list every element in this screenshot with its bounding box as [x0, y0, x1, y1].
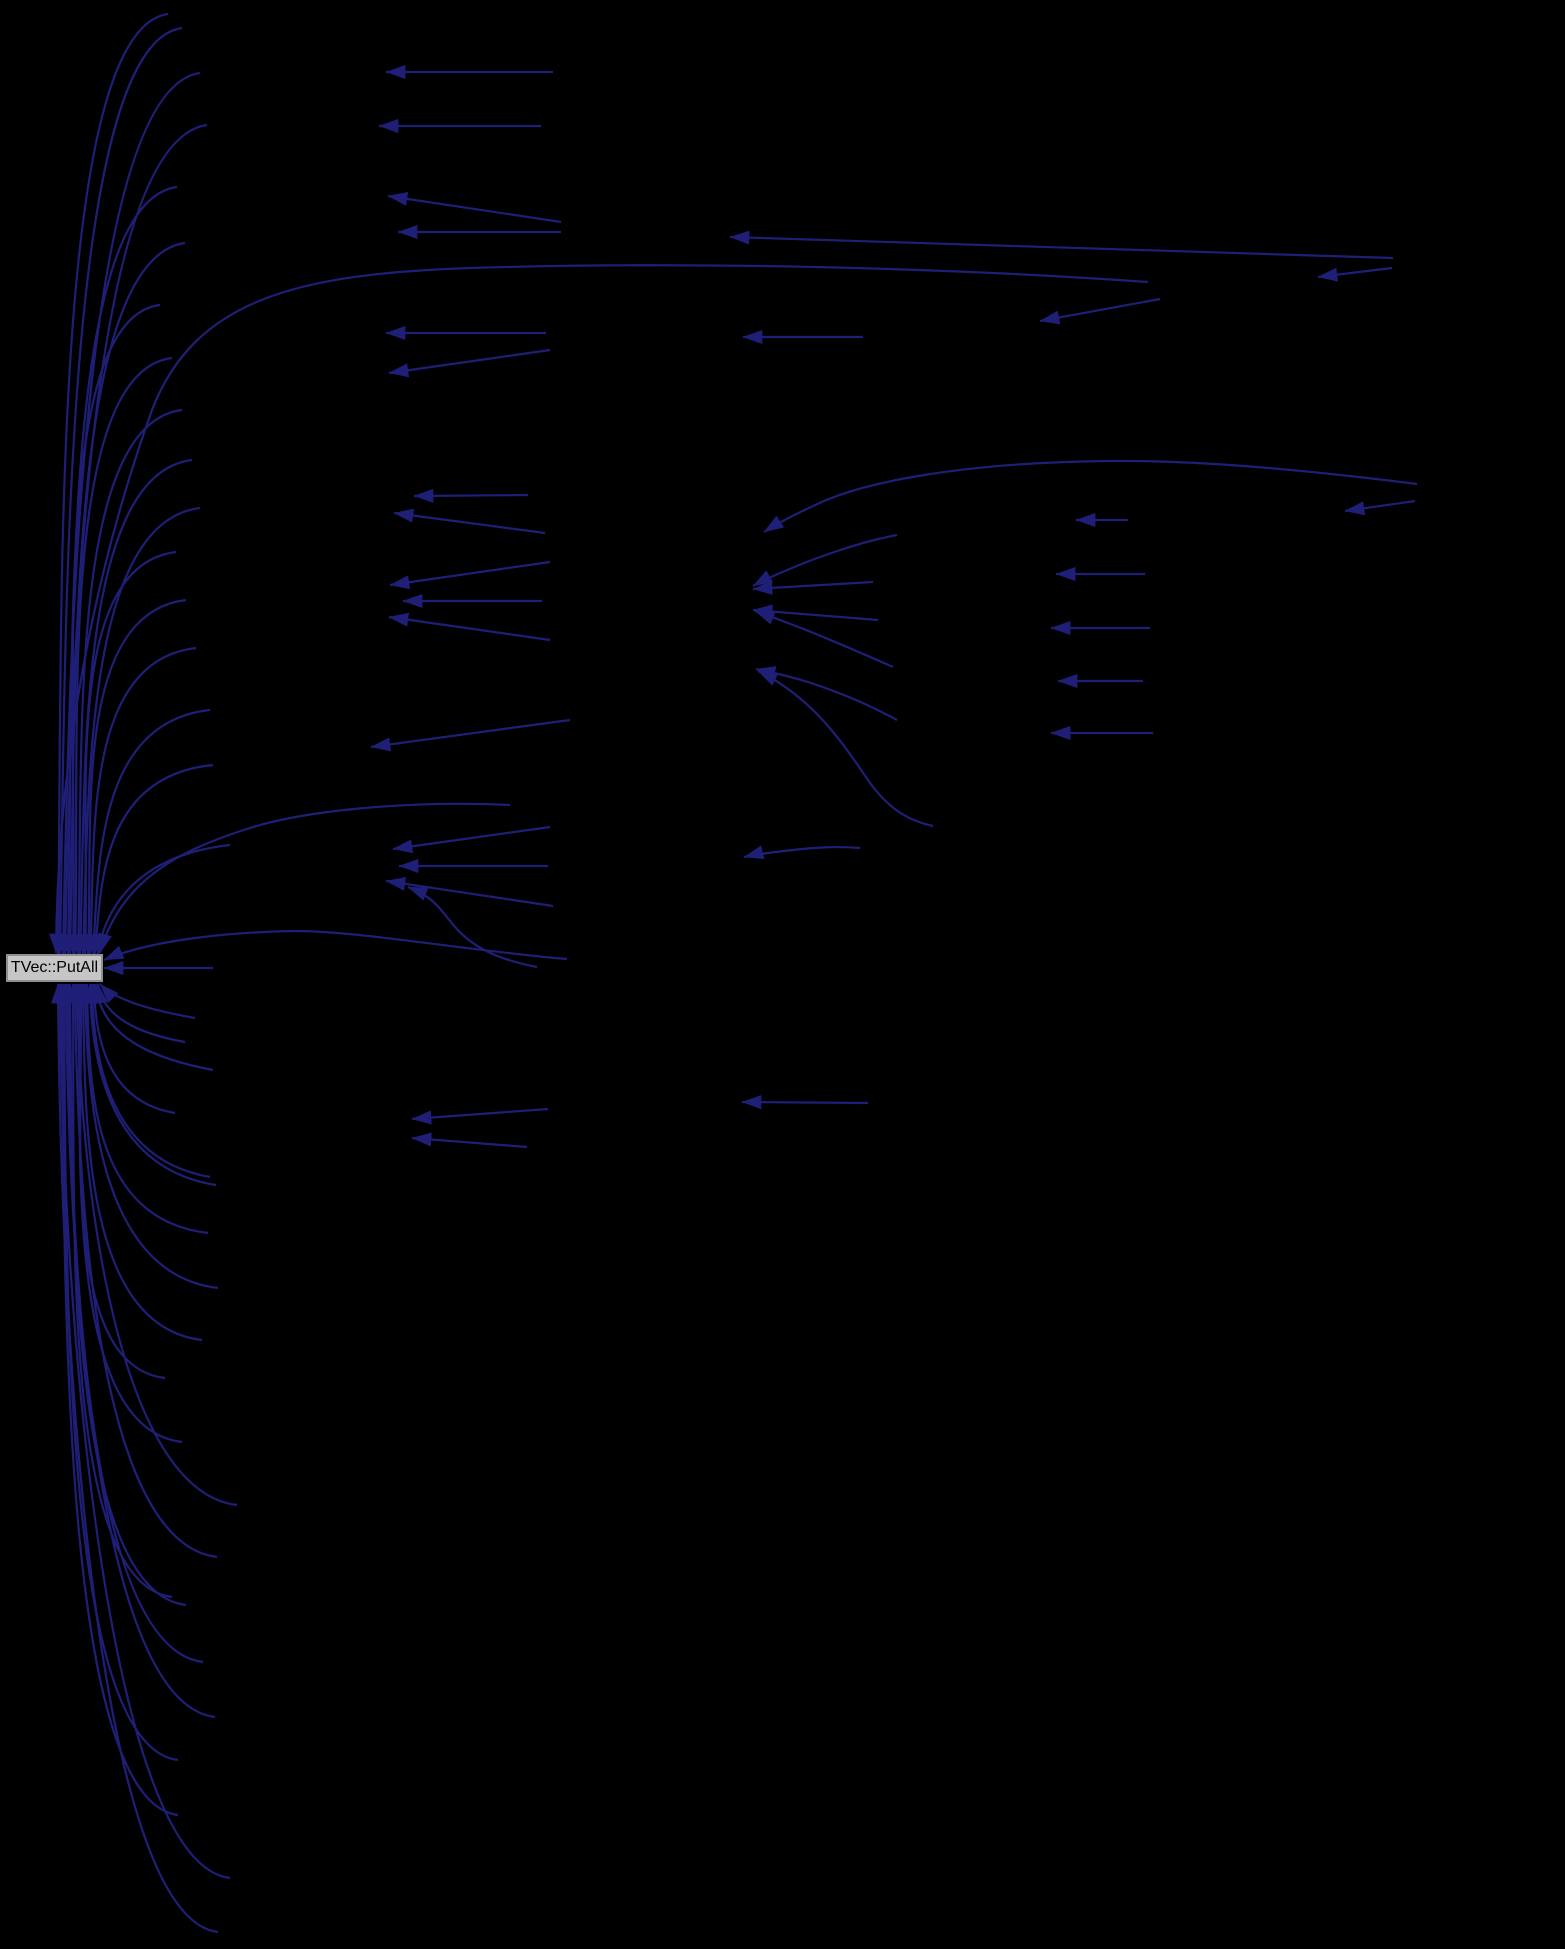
graph-edge: [388, 612, 551, 642]
graph-edge: [90, 983, 214, 1072]
graph-edge: [63, 983, 187, 1607]
graph-edge: [729, 230, 1394, 260]
graph-edge: [757, 670, 934, 828]
graph-edge: [78, 550, 177, 955]
graph-edge: [73, 458, 193, 955]
graph-edge: [1039, 297, 1161, 325]
graph-edge: [743, 845, 861, 860]
graph-edge: [85, 983, 211, 1179]
graph-edge: [1317, 266, 1393, 282]
graph-edge: [51, 12, 169, 955]
graph-edge: [393, 508, 546, 535]
graph-edge: [71, 408, 183, 955]
graph-edge: [51, 983, 219, 1934]
graph-edge: [87, 983, 176, 1115]
graph-edge: [66, 983, 173, 1599]
graph-edge: [388, 348, 551, 378]
graph-edge: [752, 533, 898, 587]
graph-edge: [63, 241, 186, 955]
graph-edge: [752, 604, 879, 622]
edge-layer: [49, 12, 1418, 1934]
graph-edge: [741, 1095, 869, 1110]
graph-edge: [1344, 499, 1416, 516]
graph-edge: [755, 666, 898, 721]
graph-edge: [763, 459, 1418, 533]
graph-edge: [56, 71, 201, 955]
graph-edge: [49, 264, 1149, 954]
graph-edge: [84, 646, 197, 955]
graph-edge: [78, 983, 219, 1290]
graph-edge: [87, 708, 211, 955]
graph-edge: [387, 191, 562, 224]
graph-edge: [61, 185, 178, 955]
graph-edge: [385, 876, 554, 908]
graph-node-tvec-putall[interactable]: TVec::PutAll: [6, 954, 103, 982]
graph-edge: [389, 560, 551, 590]
graph-edge: [752, 580, 874, 595]
graph-edge: [70, 983, 238, 1507]
graph-edge: [53, 26, 183, 955]
graph-edge: [68, 356, 173, 955]
graph-edge: [66, 303, 161, 955]
graph-edge: [407, 885, 538, 969]
graph-edge: [89, 763, 214, 955]
graph-edge: [392, 825, 551, 854]
graph-node-label: TVec::PutAll: [10, 959, 99, 976]
graph-edge: [53, 983, 231, 1880]
graph-edge: [76, 983, 203, 1342]
graph-edge: [411, 1107, 549, 1125]
graph-edge: [411, 1132, 528, 1149]
graph-edge: [59, 983, 216, 1719]
graph-edge: [98, 802, 511, 954]
graph-edge: [83, 983, 217, 1187]
graph-edge: [754, 609, 894, 669]
graph-edge: [370, 718, 571, 752]
graph-edge: [93, 843, 231, 955]
graph-edge: [413, 488, 529, 503]
graph-edge: [80, 983, 209, 1235]
graph-edge: [68, 983, 218, 1559]
graph-edge: [81, 598, 187, 955]
